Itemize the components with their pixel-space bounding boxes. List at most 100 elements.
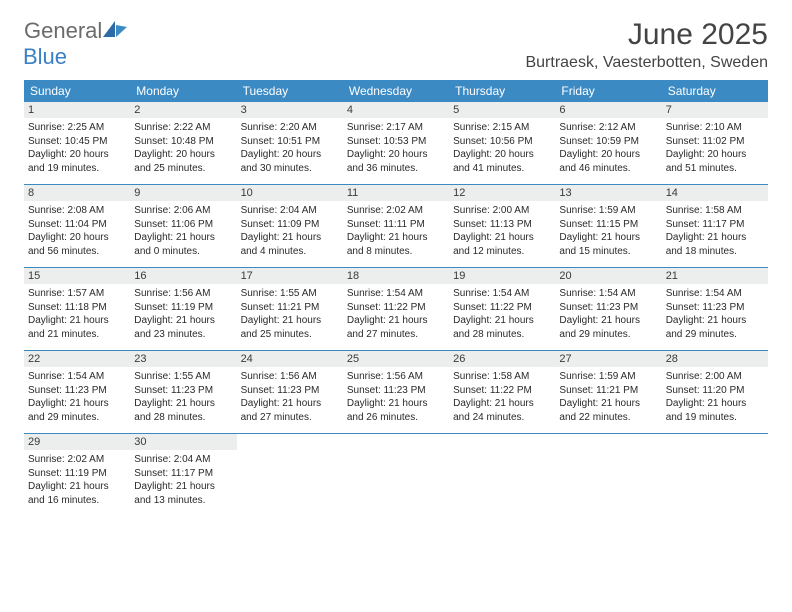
header: General Blue June 2025 Burtraesk, Vaeste… [24,18,768,72]
daylight-text: Daylight: 20 hours and 19 minutes. [28,148,126,175]
daylight-text: Daylight: 21 hours and 4 minutes. [241,231,339,258]
sail-icon [102,25,128,42]
daylight-text: Daylight: 21 hours and 26 minutes. [347,397,445,424]
day-content: Sunrise: 1:55 AMSunset: 11:23 PMDaylight… [134,370,232,424]
week-row: 1Sunrise: 2:25 AMSunset: 10:45 PMDayligh… [24,102,768,185]
sunrise-text: Sunrise: 2:02 AM [347,204,445,218]
sunrise-text: Sunrise: 2:04 AM [241,204,339,218]
daylight-text: Daylight: 20 hours and 56 minutes. [28,231,126,258]
day-cell: 16 Sunrise: 1:56 AMSunset: 11:19 PMDaylig… [130,268,236,350]
day-cell: 24Sunrise: 1:56 AMSunset: 11:23 PMDaylig… [237,351,343,433]
logo-text-blue: Blue [23,44,67,69]
sunrise-text: Sunrise: 1:59 AM [559,370,657,384]
day-content: Sunrise: 1:56 AMSunset: 11:19 PMDaylight… [134,287,232,341]
day-cell: 23Sunrise: 1:55 AMSunset: 11:23 PMDaylig… [130,351,236,433]
daylight-text: Daylight: 21 hours and 8 minutes. [347,231,445,258]
day-number: 21 [662,268,768,284]
sunset-text: Sunset: 11:23 PM [28,384,126,398]
location-text: Burtraesk, Vaesterbotten, Sweden [525,54,768,72]
sunrise-text: Sunrise: 1:57 AM [28,287,126,301]
daylight-text: Daylight: 20 hours and 36 minutes. [347,148,445,175]
daylight-text: Daylight: 20 hours and 41 minutes. [453,148,551,175]
sunset-text: Sunset: 11:23 PM [241,384,339,398]
daylight-text: Daylight: 21 hours and 23 minutes. [134,314,232,341]
daylight-text: Daylight: 21 hours and 16 minutes. [28,480,126,507]
sunrise-text: Sunrise: 2:17 AM [347,121,445,135]
day-cell: 8Sunrise: 2:08 AMSunset: 11:04 PMDayligh… [24,185,130,267]
weekday-header-row: Sunday Monday Tuesday Wednesday Thursday… [24,80,768,102]
daylight-text: Daylight: 20 hours and 25 minutes. [134,148,232,175]
sunrise-text: Sunrise: 2:25 AM [28,121,126,135]
day-number [449,434,555,438]
day-number: 6 [555,102,661,118]
day-number: 14 [662,185,768,201]
day-content: Sunrise: 2:25 AMSunset: 10:45 PMDaylight… [28,121,126,175]
sunset-text: Sunset: 11:19 PM [134,301,232,315]
day-cell [343,434,449,516]
week-row: 15Sunrise: 1:57 AMSunset: 11:18 PMDaylig… [24,268,768,351]
sunrise-text: Sunrise: 1:56 AM [347,370,445,384]
day-content: Sunrise: 1:54 AMSunset: 11:23 PMDaylight… [666,287,764,341]
weekday-header: Saturday [662,80,768,102]
calendar: Sunday Monday Tuesday Wednesday Thursday… [24,80,768,516]
week-row: 22Sunrise: 1:54 AMSunset: 11:23 PMDaylig… [24,351,768,434]
day-number: 17 [237,268,343,284]
day-cell: 1Sunrise: 2:25 AMSunset: 10:45 PMDayligh… [24,102,130,184]
daylight-text: Daylight: 21 hours and 24 minutes. [453,397,551,424]
sunrise-text: Sunrise: 1:58 AM [453,370,551,384]
week-row: 8Sunrise: 2:08 AMSunset: 11:04 PMDayligh… [24,185,768,268]
sunset-text: Sunset: 11:22 PM [453,301,551,315]
sunset-text: Sunset: 11:23 PM [666,301,764,315]
sunset-text: Sunset: 11:09 PM [241,218,339,232]
sunset-text: Sunset: 10:53 PM [347,135,445,149]
day-number [555,434,661,438]
day-number: 24 [237,351,343,367]
weekday-header: Wednesday [343,80,449,102]
day-cell: 3Sunrise: 2:20 AMSunset: 10:51 PMDayligh… [237,102,343,184]
day-content: Sunrise: 1:54 AMSunset: 11:23 PMDaylight… [559,287,657,341]
sunset-text: Sunset: 11:23 PM [134,384,232,398]
day-number: 5 [449,102,555,118]
day-content: Sunrise: 2:17 AMSunset: 10:53 PMDaylight… [347,121,445,175]
sunset-text: Sunset: 11:15 PM [559,218,657,232]
day-cell: 21 Sunrise: 1:54 AMSunset: 11:23 PMDaylig… [662,268,768,350]
day-cell [449,434,555,516]
daylight-text: Daylight: 21 hours and 25 minutes. [241,314,339,341]
sunrise-text: Sunrise: 2:12 AM [559,121,657,135]
day-cell: 29Sunrise: 2:02 AMSunset: 11:19 PMDaylig… [24,434,130,516]
daylight-text: Daylight: 21 hours and 18 minutes. [666,231,764,258]
day-cell: 26Sunrise: 1:58 AMSunset: 11:22 PMDaylig… [449,351,555,433]
sunset-text: Sunset: 11:18 PM [28,301,126,315]
sunset-text: Sunset: 11:21 PM [241,301,339,315]
weeks-container: 1Sunrise: 2:25 AMSunset: 10:45 PMDayligh… [24,102,768,516]
daylight-text: Daylight: 20 hours and 30 minutes. [241,148,339,175]
day-content: Sunrise: 1:54 AMSunset: 11:23 PMDaylight… [28,370,126,424]
daylight-text: Daylight: 21 hours and 0 minutes. [134,231,232,258]
daylight-text: Daylight: 21 hours and 28 minutes. [134,397,232,424]
daylight-text: Daylight: 21 hours and 27 minutes. [347,314,445,341]
day-cell: 19Sunrise: 1:54 AMSunset: 11:22 PMDaylig… [449,268,555,350]
day-number: 7 [662,102,768,118]
day-number [343,434,449,438]
day-cell [237,434,343,516]
sunrise-text: Sunrise: 2:15 AM [453,121,551,135]
sunrise-text: Sunrise: 1:59 AM [559,204,657,218]
day-content: Sunrise: 1:57 AMSunset: 11:18 PMDaylight… [28,287,126,341]
sunrise-text: Sunrise: 2:00 AM [453,204,551,218]
day-number: 4 [343,102,449,118]
day-cell: 14Sunrise: 1:58 AMSunset: 11:17 PMDaylig… [662,185,768,267]
day-cell: 12Sunrise: 2:00 AMSunset: 11:13 PMDaylig… [449,185,555,267]
weekday-header: Thursday [449,80,555,102]
day-cell: 22Sunrise: 1:54 AMSunset: 11:23 PMDaylig… [24,351,130,433]
sunset-text: Sunset: 11:17 PM [666,218,764,232]
page-title: June 2025 [525,18,768,52]
day-number: 27 [555,351,661,367]
day-number: 16 [130,268,236,284]
daylight-text: Daylight: 21 hours and 29 minutes. [666,314,764,341]
sunrise-text: Sunrise: 2:08 AM [28,204,126,218]
sunset-text: Sunset: 11:23 PM [347,384,445,398]
weekday-header: Friday [555,80,661,102]
day-number: 19 [449,268,555,284]
sunrise-text: Sunrise: 2:00 AM [666,370,764,384]
day-number: 26 [449,351,555,367]
